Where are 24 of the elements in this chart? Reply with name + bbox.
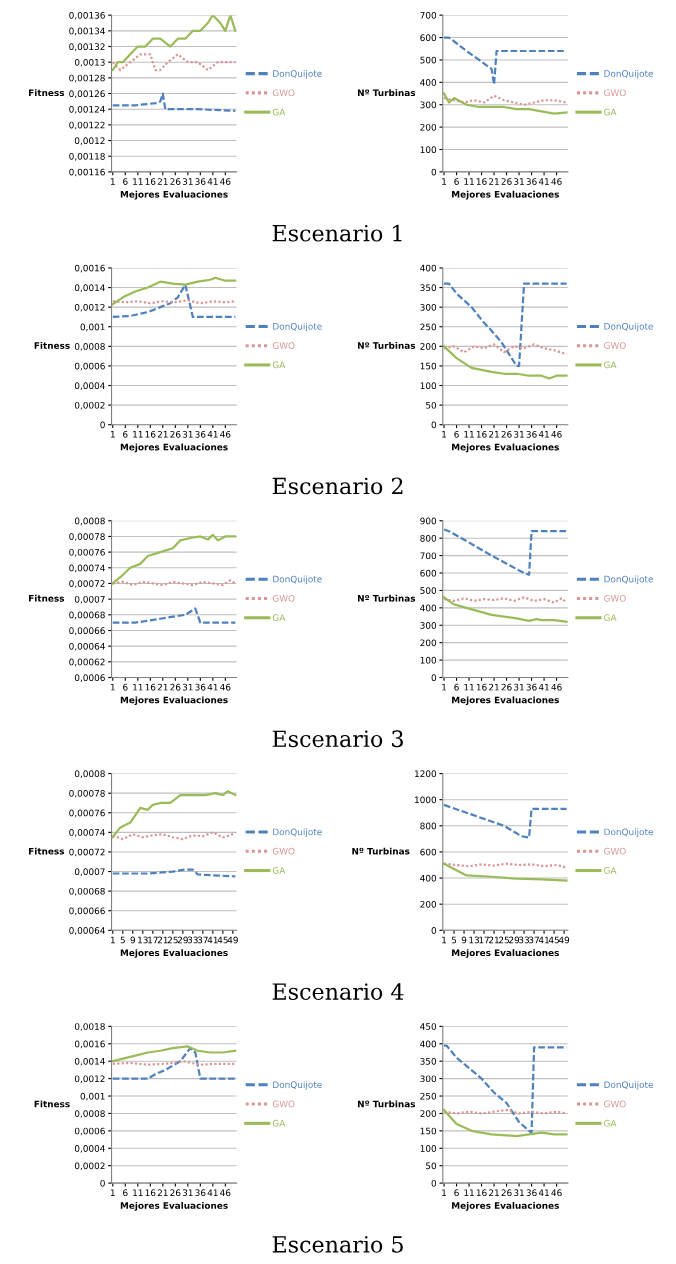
line-series [111, 15, 237, 72]
line-series [442, 36, 568, 86]
line-series [111, 607, 237, 624]
line-series [442, 1044, 568, 1134]
line-series [111, 533, 237, 585]
text: Escenario 5 [272, 1236, 403, 1253]
line-series [442, 596, 568, 623]
text: Escenario 4 [272, 983, 404, 1000]
text: Escenario 2 [272, 477, 403, 495]
line-series [111, 283, 237, 319]
line-series [442, 803, 568, 839]
line-series [111, 790, 237, 839]
line-series [111, 1047, 237, 1080]
line-series [442, 528, 568, 576]
text: Escenario 3 [272, 730, 403, 748]
line-series [111, 1045, 237, 1063]
line-series [442, 92, 568, 115]
text: Escenario 1 [272, 224, 402, 242]
line-series [111, 276, 237, 306]
line-series [442, 1108, 568, 1138]
line-series [111, 92, 237, 112]
line-series [442, 345, 568, 380]
line-series [442, 282, 568, 368]
line-series [442, 862, 568, 882]
